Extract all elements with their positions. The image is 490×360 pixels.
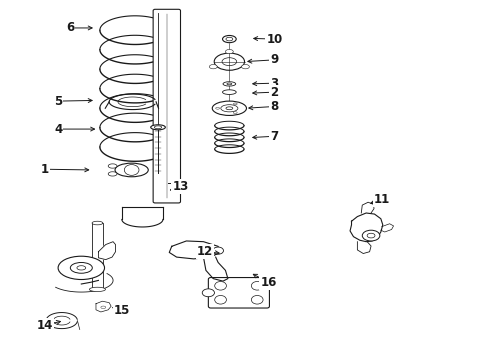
Ellipse shape [202, 289, 215, 297]
Circle shape [251, 296, 263, 304]
Ellipse shape [71, 262, 92, 273]
Polygon shape [169, 241, 220, 259]
Circle shape [215, 296, 226, 304]
Text: 2: 2 [270, 86, 278, 99]
Circle shape [215, 282, 226, 290]
Ellipse shape [214, 53, 245, 70]
FancyBboxPatch shape [208, 278, 270, 308]
Polygon shape [98, 242, 116, 260]
Ellipse shape [58, 256, 104, 279]
Ellipse shape [213, 247, 223, 254]
Text: 3: 3 [270, 77, 278, 90]
Text: 14: 14 [36, 319, 53, 332]
Bar [92, 223, 103, 289]
Text: 1: 1 [41, 163, 49, 176]
Text: 5: 5 [54, 95, 63, 108]
Ellipse shape [154, 126, 162, 129]
Polygon shape [350, 213, 383, 242]
Text: 16: 16 [260, 276, 277, 289]
Text: 8: 8 [270, 100, 278, 113]
Ellipse shape [101, 306, 106, 309]
Ellipse shape [227, 83, 232, 85]
Circle shape [251, 282, 263, 290]
Ellipse shape [222, 90, 236, 94]
Ellipse shape [222, 58, 237, 66]
Polygon shape [357, 242, 371, 253]
Ellipse shape [222, 36, 236, 42]
Ellipse shape [225, 49, 233, 54]
Ellipse shape [233, 112, 237, 113]
Ellipse shape [92, 221, 103, 225]
Text: 13: 13 [172, 180, 189, 193]
Text: 9: 9 [270, 53, 278, 66]
Ellipse shape [209, 64, 217, 69]
Polygon shape [361, 202, 374, 213]
FancyBboxPatch shape [153, 9, 180, 203]
Ellipse shape [77, 266, 86, 270]
Ellipse shape [242, 64, 249, 69]
Ellipse shape [223, 82, 236, 86]
Polygon shape [203, 257, 228, 281]
Text: 11: 11 [374, 193, 390, 206]
Circle shape [124, 165, 139, 175]
Ellipse shape [362, 230, 380, 241]
Text: 12: 12 [197, 245, 213, 258]
Ellipse shape [226, 37, 233, 41]
Ellipse shape [115, 163, 148, 177]
Ellipse shape [221, 105, 238, 112]
Ellipse shape [367, 233, 375, 238]
Text: 4: 4 [54, 122, 63, 136]
Ellipse shape [212, 101, 246, 116]
Polygon shape [381, 224, 393, 232]
Ellipse shape [216, 107, 220, 109]
Text: 15: 15 [114, 305, 130, 318]
Ellipse shape [151, 125, 165, 130]
Text: 7: 7 [270, 130, 278, 143]
Polygon shape [96, 301, 111, 312]
Ellipse shape [226, 107, 233, 110]
Text: 6: 6 [66, 22, 74, 35]
Ellipse shape [233, 103, 237, 105]
Ellipse shape [89, 287, 105, 292]
Text: 10: 10 [266, 32, 282, 46]
Ellipse shape [108, 172, 117, 176]
Ellipse shape [108, 164, 117, 168]
